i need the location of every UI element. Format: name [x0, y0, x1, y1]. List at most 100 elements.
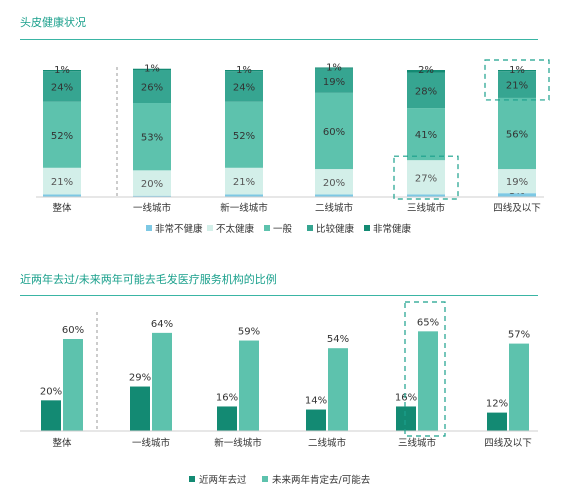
chart2-title: 近两年去过/未来两年可能去毛发医疗服务机构的比例: [20, 273, 277, 286]
data-label: 1%: [509, 65, 525, 76]
stacked-bar-segment: [407, 108, 445, 161]
data-label: 29%: [129, 373, 151, 384]
data-label: 52%: [51, 131, 73, 142]
legend-label: 比较健康: [316, 223, 355, 235]
chart1-title-rule: [20, 39, 538, 40]
stacked-bar-segment: [498, 71, 536, 98]
data-label: 26%: [141, 83, 163, 94]
grouped-bar: [306, 409, 326, 431]
highlight-box: [393, 155, 459, 200]
category-label: 新一线城市: [214, 437, 262, 449]
data-label: 16%: [395, 392, 417, 403]
data-label: 19%: [506, 177, 528, 188]
stacked-bar-segment: [315, 194, 353, 197]
category-label: 三线城市: [398, 437, 437, 449]
legend-label: 非常健康: [373, 223, 412, 235]
data-label: 19%: [323, 77, 345, 88]
data-label: 20%: [40, 386, 62, 397]
data-label: 2%: [418, 65, 434, 76]
category-label: 四线及以下: [493, 202, 541, 214]
stacked-bar-segment: [407, 72, 445, 109]
category-label: 整体: [52, 437, 72, 449]
legend-swatch: [146, 225, 152, 231]
stacked-bar-segment: [133, 70, 171, 104]
grouped-bar: [41, 400, 61, 431]
data-label: 27%: [415, 173, 437, 184]
grouped-bar: [487, 412, 507, 431]
data-label: 24%: [51, 83, 73, 94]
legend-label: 近两年去过: [199, 474, 247, 486]
stacked-bar-segment: [43, 70, 81, 72]
data-label: 57%: [508, 330, 530, 341]
stacked-bar-segment: [225, 71, 263, 102]
grouped-bar: [217, 406, 237, 431]
grouped-bar: [130, 386, 150, 431]
data-label: 52%: [233, 131, 255, 142]
legend-swatch: [189, 476, 195, 482]
legend-swatch: [264, 225, 270, 231]
stacked-bar-segment: [133, 103, 171, 171]
data-label: 20%: [141, 179, 163, 190]
legend-label: 非常不健康: [155, 223, 203, 235]
stacked-bar-segment: [133, 195, 171, 197]
data-label: 14%: [305, 396, 327, 407]
grouped-bar: [396, 406, 416, 431]
category-label: 新一线城市: [220, 202, 268, 214]
stacked-bar-segment: [498, 97, 536, 170]
category-label: 二线城市: [315, 202, 354, 214]
stacked-bar-segment: [407, 70, 445, 73]
stacked-bar-segment: [315, 92, 353, 170]
stacked-bar-segment: [315, 169, 353, 195]
data-label: 60%: [62, 325, 84, 336]
stacked-bar-segment: [133, 68, 171, 70]
data-label: 1%: [54, 65, 70, 76]
grouped-bar: [239, 340, 259, 431]
category-label: 二线城市: [308, 437, 347, 449]
data-label: 60%: [323, 127, 345, 138]
legend-swatch: [364, 225, 370, 231]
legend-label: 未来两年肯定去/可能去: [272, 474, 371, 486]
stacked-bar-segment: [43, 194, 81, 197]
highlight-box: [484, 59, 550, 101]
stacked-bar-segment: [225, 194, 263, 197]
data-label: 21%: [51, 177, 73, 188]
data-label: 56%: [506, 130, 528, 141]
data-label: 41%: [415, 130, 437, 141]
legend-label: 一般: [273, 223, 293, 235]
data-label: 20%: [323, 178, 345, 189]
stacked-bar-segment: [225, 101, 263, 168]
stacked-bar-segment: [498, 193, 536, 197]
stacked-bar-segment: [498, 169, 536, 194]
chart2-title-rule: [20, 295, 538, 296]
category-label: 一线城市: [133, 202, 172, 214]
data-label: 1%: [144, 64, 160, 75]
data-label: 65%: [417, 317, 439, 328]
stacked-bar-segment: [43, 71, 81, 102]
category-label: 一线城市: [132, 437, 171, 449]
grouped-bar: [152, 332, 172, 431]
legend-swatch: [207, 225, 213, 231]
data-label: 53%: [141, 133, 163, 144]
data-label: 12%: [486, 399, 508, 410]
grouped-bar: [63, 339, 83, 431]
data-label: 16%: [216, 392, 238, 403]
stacked-bar-segment: [407, 194, 445, 197]
stacked-bar-segment: [133, 170, 171, 196]
stacked-bar-segment: [43, 101, 81, 168]
stacked-bar-segment: [225, 70, 263, 72]
stacked-bar-segment: [43, 167, 81, 195]
chart1-title: 头皮健康状况: [20, 16, 86, 29]
stacked-bar-segment: [407, 160, 445, 195]
grouped-bar: [328, 348, 348, 431]
data-label: 21%: [233, 177, 255, 188]
data-label: 1%: [326, 62, 342, 73]
legend-swatch: [307, 225, 313, 231]
data-label: 59%: [238, 327, 260, 338]
data-label: 21%: [506, 81, 528, 92]
data-label: 54%: [327, 334, 349, 345]
data-label: 24%: [233, 83, 255, 94]
category-label: 三线城市: [407, 202, 446, 214]
data-label: 28%: [415, 86, 437, 97]
category-label: 整体: [52, 202, 72, 214]
